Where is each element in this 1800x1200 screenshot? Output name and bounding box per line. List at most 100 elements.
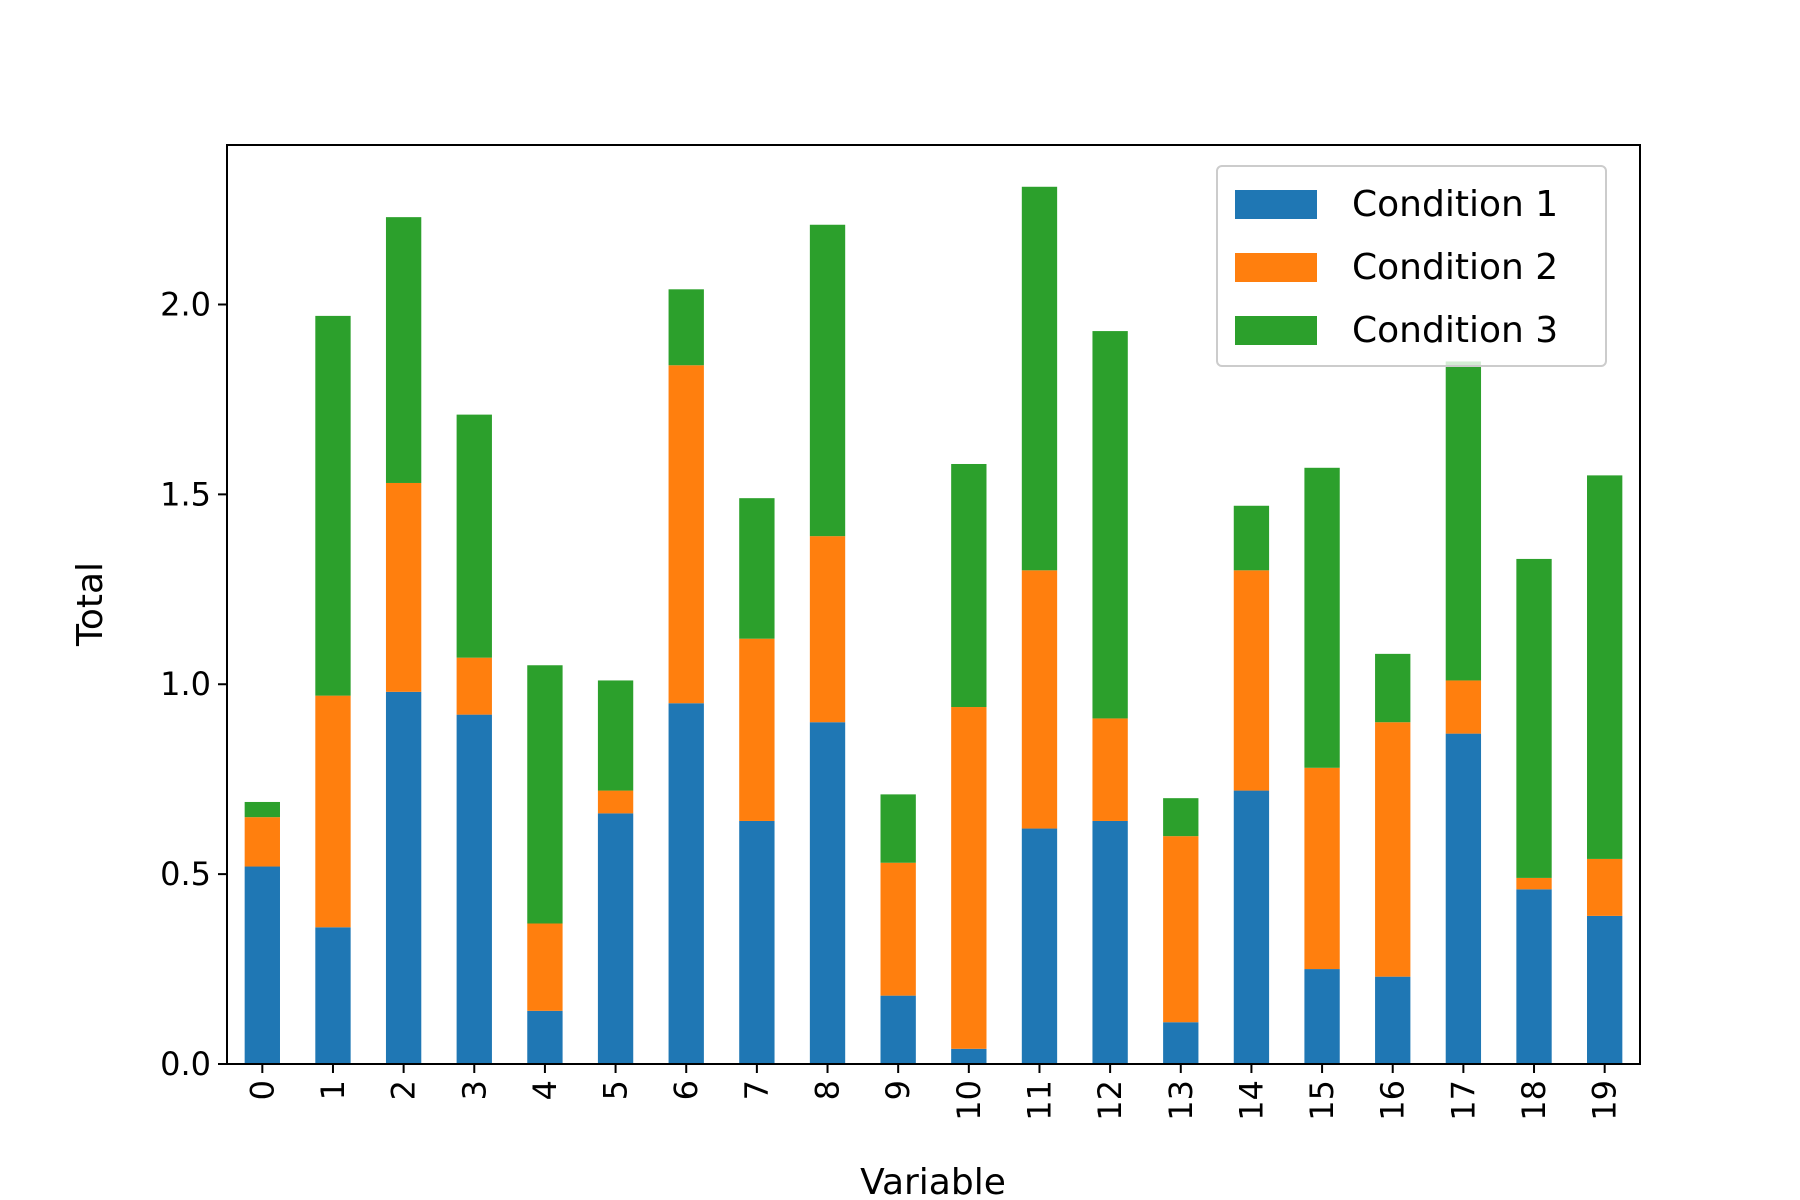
x-tick-label: 16: [1374, 1080, 1412, 1121]
bar-12-series-1: [1092, 820, 1128, 1064]
bar-15-series-1: [1304, 969, 1340, 1064]
bar-5-series-1: [597, 813, 634, 1064]
y-axis: 0.0 0.5 1.0 1.5 2.0: [160, 285, 227, 1083]
bar-3-series-1: [456, 714, 492, 1064]
legend-label: Condition 1: [1352, 184, 1558, 225]
bar-17-series-1: [1445, 733, 1482, 1064]
bar-11-series-1: [1021, 828, 1058, 1064]
bar-4-series-1: [527, 1010, 563, 1064]
y-tick-label: 1.5: [160, 475, 211, 513]
bar-19-series-2: [1587, 858, 1623, 916]
x-tick-label: 2: [385, 1080, 423, 1100]
bar-8-series-2: [809, 536, 846, 723]
bar-10-series-3: [951, 463, 987, 708]
x-axis: 0 1 2 3 4 5 6 7 8 9 10 11 12 13 14 15 16 17 18 19: [243, 1064, 1624, 1121]
bar-2-series-1: [385, 691, 422, 1064]
bar-15-series-2: [1304, 767, 1340, 970]
bar-13-series-3: [1163, 798, 1199, 837]
bar-5-series-3: [597, 680, 634, 791]
bar-3-series-2: [456, 657, 492, 715]
bar-9-series-3: [880, 794, 916, 863]
bar-10-series-2: [951, 707, 987, 1049]
bar-12-series-3: [1092, 331, 1128, 719]
bar-15-series-3: [1304, 467, 1340, 768]
bar-7-series-2: [739, 638, 775, 821]
bar-5-series-2: [597, 790, 634, 814]
bar-19-series-3: [1587, 475, 1623, 859]
bar-17-series-2: [1445, 680, 1482, 734]
x-tick-label: 17: [1444, 1080, 1482, 1121]
bar-14-series-1: [1233, 790, 1270, 1064]
bar-8-series-1: [809, 722, 846, 1064]
x-tick-label: 1: [314, 1080, 352, 1100]
bar-8-series-3: [809, 224, 846, 537]
bar-6-series-3: [668, 289, 704, 366]
bar-10-series-1: [951, 1048, 987, 1064]
x-axis-label: Variable: [860, 1162, 1006, 1200]
bar-19-series-1: [1587, 915, 1623, 1064]
bar-7-series-1: [739, 820, 775, 1064]
bar-1-series-3: [315, 315, 351, 696]
bar-18-series-2: [1516, 877, 1552, 890]
x-tick-label: 4: [526, 1080, 564, 1100]
bar-14-series-3: [1233, 505, 1270, 571]
legend-swatch: [1235, 253, 1317, 282]
x-tick-label: 12: [1091, 1080, 1129, 1121]
legend-label: Condition 2: [1352, 247, 1558, 288]
bar-18-series-3: [1516, 558, 1552, 878]
bar-14-series-2: [1233, 570, 1270, 791]
x-tick-label: 18: [1515, 1080, 1553, 1121]
bar-17-series-3: [1445, 361, 1482, 681]
legend: Condition 1 Condition 2 Condition 3: [1216, 165, 1607, 367]
x-tick-label: 10: [950, 1080, 988, 1121]
bar-16-series-2: [1375, 722, 1411, 977]
bar-4-series-2: [527, 923, 563, 1011]
x-tick-label: 13: [1162, 1080, 1200, 1121]
x-tick-label: 3: [455, 1080, 493, 1100]
bar-2-series-3: [385, 217, 422, 483]
bar-2-series-2: [385, 482, 422, 692]
x-tick-label: 0: [243, 1080, 281, 1100]
legend-swatch: [1235, 316, 1317, 345]
y-tick-label: 1.0: [160, 665, 211, 703]
x-tick-label: 15: [1303, 1080, 1341, 1121]
bar-18-series-1: [1516, 889, 1552, 1064]
bar-16-series-3: [1375, 653, 1411, 723]
bar-13-series-2: [1163, 836, 1199, 1023]
bar-1-series-2: [315, 695, 351, 928]
bar-6-series-2: [668, 365, 704, 704]
legend-swatch: [1235, 190, 1317, 219]
bar-0-series-1: [244, 866, 280, 1064]
x-tick-label: 11: [1020, 1080, 1058, 1121]
x-tick-label: 9: [879, 1080, 917, 1100]
bar-3-series-3: [456, 414, 492, 658]
bar-16-series-1: [1375, 976, 1411, 1064]
bar-11-series-2: [1021, 570, 1058, 829]
bar-6-series-1: [668, 703, 704, 1064]
y-tick-label: 0.5: [160, 855, 211, 893]
bar-12-series-2: [1092, 718, 1128, 821]
bar-0-series-3: [244, 801, 280, 818]
bar-1-series-1: [315, 927, 351, 1064]
bar-7-series-3: [739, 498, 775, 639]
y-tick-label: 0.0: [160, 1045, 211, 1083]
x-tick-label: 19: [1586, 1080, 1624, 1121]
bar-4-series-3: [527, 665, 563, 924]
y-tick-label: 2.0: [160, 285, 211, 323]
x-tick-label: 7: [738, 1080, 776, 1100]
x-tick-label: 5: [597, 1080, 635, 1100]
bar-9-series-2: [880, 862, 916, 996]
bar-11-series-3: [1021, 186, 1058, 571]
bar-0-series-2: [244, 817, 280, 867]
legend-label: Condition 3: [1352, 310, 1558, 351]
bar-13-series-1: [1163, 1022, 1199, 1064]
plot-frame: [226, 144, 1641, 1065]
x-tick-label: 6: [667, 1080, 705, 1100]
x-tick-label: 14: [1232, 1080, 1270, 1121]
x-tick-label: 8: [809, 1080, 847, 1100]
bars-layer: [244, 186, 1623, 1064]
bar-9-series-1: [880, 995, 916, 1064]
y-axis-label: Total: [70, 562, 111, 647]
